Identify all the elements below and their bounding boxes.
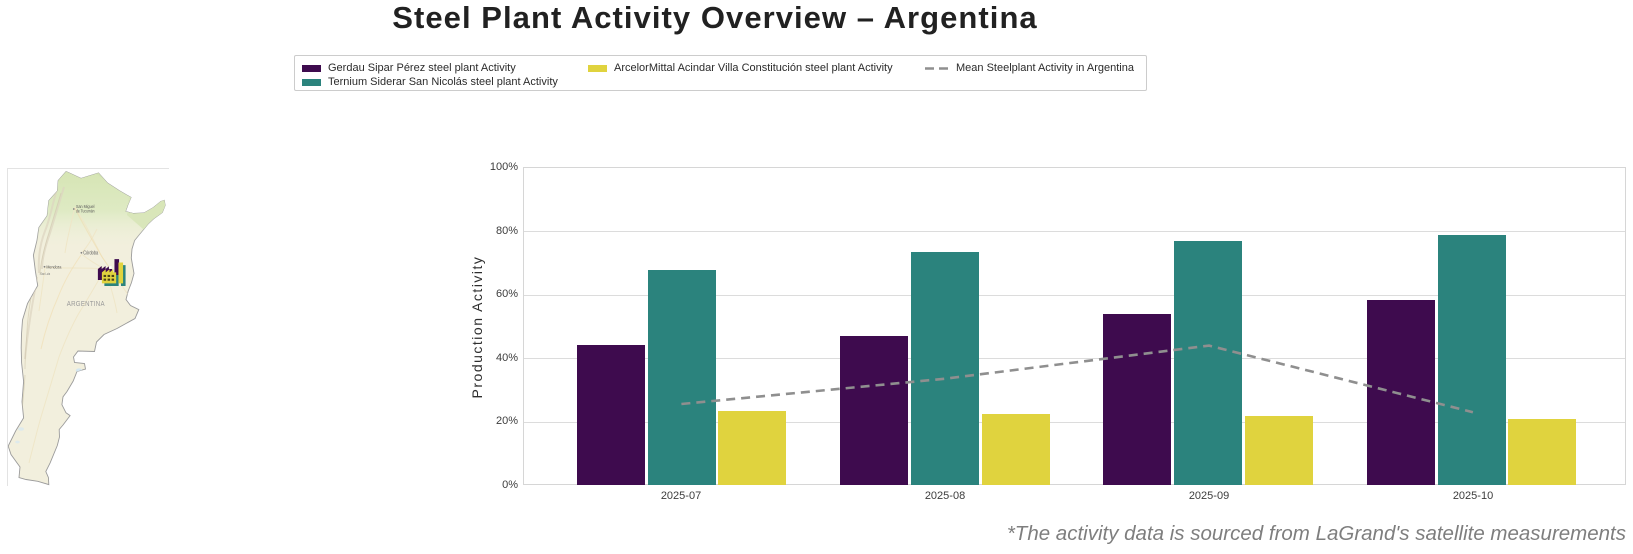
svg-text:San Miguel: San Miguel: [76, 204, 95, 209]
svg-text:San Luis: San Luis: [40, 272, 50, 276]
svg-text:Córdoba: Córdoba: [83, 251, 98, 257]
svg-text:ARGENTINA: ARGENTINA: [67, 299, 105, 308]
svg-text:de Tucumán: de Tucumán: [76, 208, 95, 213]
svg-text:Mendoza: Mendoza: [46, 265, 61, 270]
